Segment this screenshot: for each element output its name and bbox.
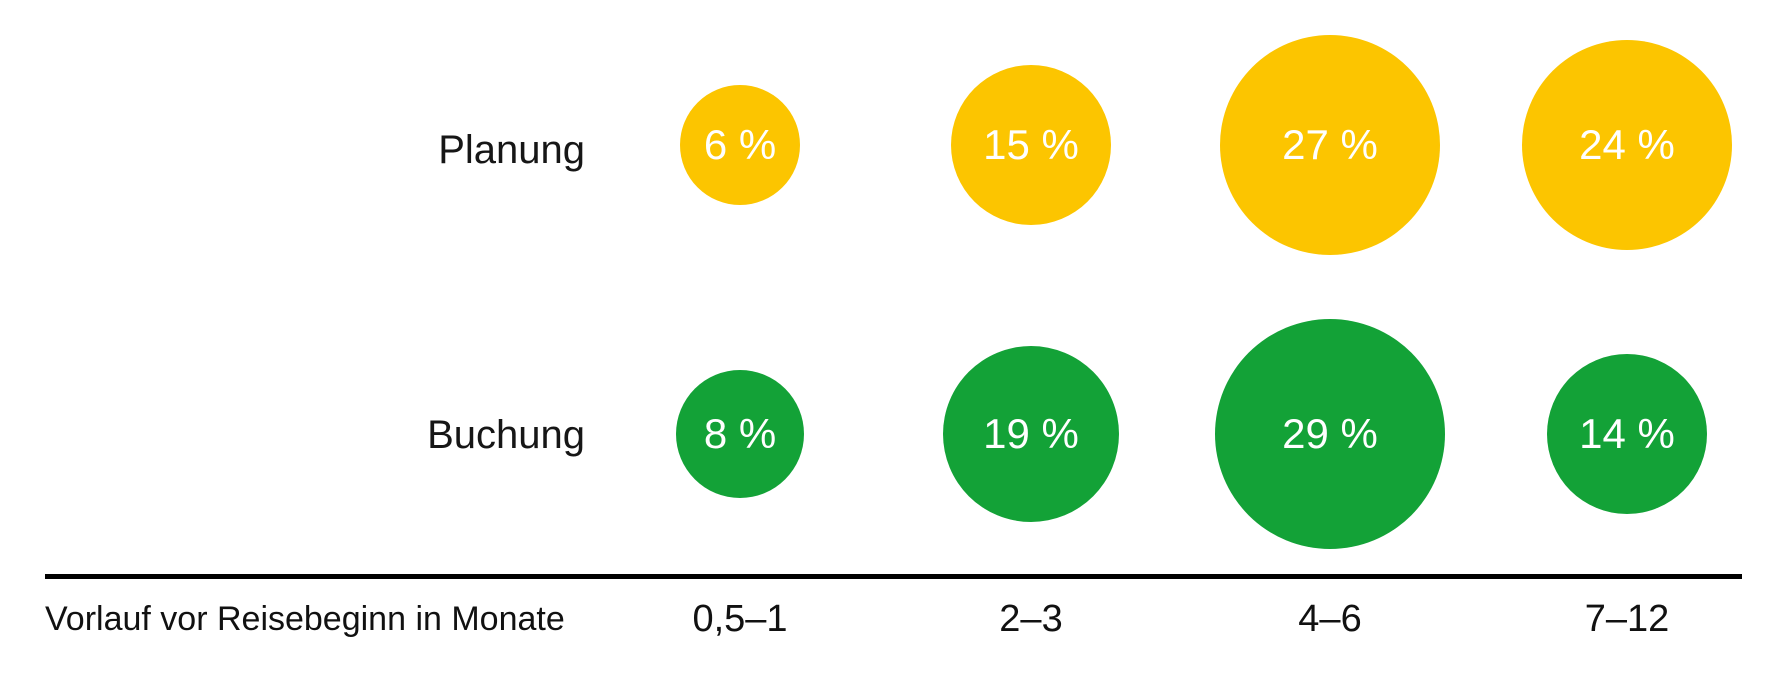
bubble-value-label: 24 % [1579,121,1675,168]
bubble-value-label: 29 % [1282,410,1378,457]
bubble-buchung-2: 19 % [943,346,1119,522]
bubble-value-label: 14 % [1579,410,1675,457]
bubble-buchung-1: 8 % [676,370,804,498]
x-tick-3: 4–6 [1298,598,1362,640]
bubble-planung-4: 24 % [1522,40,1732,250]
bubble-value-label: 19 % [983,410,1079,457]
x-axis-line [45,574,1742,579]
bubble-value-label: 27 % [1282,121,1378,168]
x-tick-2: 2–3 [999,598,1063,640]
bubble-value-label: 15 % [983,121,1079,168]
series-label-buchung: Buchung [427,413,585,457]
bubble-planung-3: 27 % [1220,35,1440,255]
x-tick-1: 0,5–1 [692,598,788,640]
bubble-value-label: 8 % [703,410,777,457]
series-label-planung: Planung [438,128,585,172]
bubble-buchung-4: 14 % [1547,354,1707,514]
bubble-value-label: 6 % [703,121,777,168]
x-tick-4: 7–12 [1584,598,1670,640]
bubble-buchung-3: 29 % [1215,319,1445,549]
bubble-planung-2: 15 % [951,65,1111,225]
bubble-planung-1: 6 % [680,85,800,205]
x-axis-title: Vorlauf vor Reisebeginn in Monate [45,600,565,638]
